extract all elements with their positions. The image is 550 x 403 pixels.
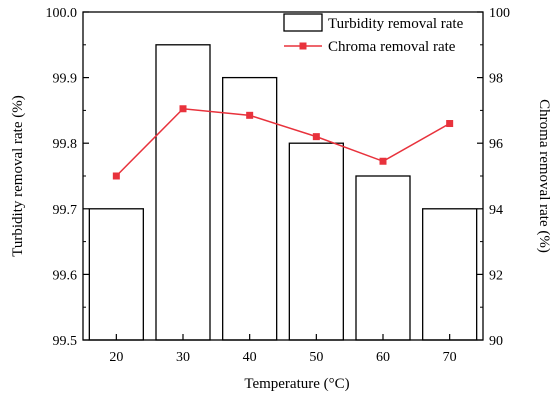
y-right-tick-label: 94 (489, 203, 503, 218)
bar (88, 208, 144, 341)
y-right-tick-label: 90 (489, 334, 503, 349)
y-right-tick-label: 100 (489, 6, 510, 21)
bar (155, 44, 211, 341)
x-axis-title: Temperature (°C) (244, 376, 349, 392)
y-axis-title-left: Turbidity removal rate (%) (10, 95, 26, 257)
point (179, 105, 187, 113)
y-right-tick-label: 92 (489, 268, 503, 283)
x-tick-label: 20 (109, 350, 123, 365)
legend-swatch-turbidity (283, 13, 323, 32)
y-right-tick-label: 96 (489, 137, 503, 152)
point (446, 120, 454, 128)
y-left-tick-label: 100.0 (46, 6, 78, 21)
axes: 99.5 99.6 99.7 99.8 99.9 100.0 90 92 94 96 98 100 20… (46, 6, 511, 365)
legend-label-turbidity: Turbidity removal rate (328, 16, 464, 32)
y-left-tick-label: 99.5 (53, 334, 78, 349)
x-tick-label: 60 (376, 350, 390, 365)
x-tick-label: 30 (176, 350, 190, 365)
point (112, 172, 120, 180)
chroma-line (115, 107, 451, 177)
point (246, 111, 254, 119)
x-tick-label: 70 (443, 350, 457, 365)
legend-marker-chroma (299, 42, 307, 50)
bar-series-turbidity (88, 44, 478, 341)
x-tick-label: 50 (309, 350, 323, 365)
y-left-tick-label: 99.7 (53, 203, 78, 218)
y-axis-title-right: Chroma removal rate (%) (536, 99, 550, 253)
bar (355, 175, 411, 341)
point (312, 133, 320, 141)
y-left-tick-label: 99.9 (53, 72, 78, 87)
point (379, 157, 387, 165)
line-series-chroma (112, 105, 454, 180)
legend-label-chroma: Chroma removal rate (328, 39, 456, 55)
x-tick-label: 40 (243, 350, 257, 365)
y-left-tick-label: 99.6 (53, 268, 78, 283)
bar (422, 208, 478, 341)
y-left-tick-label: 99.8 (53, 137, 78, 152)
y-right-tick-label: 98 (489, 72, 503, 87)
bar (288, 142, 344, 341)
legend: Turbidity removal rate Chroma removal ra… (283, 13, 464, 55)
